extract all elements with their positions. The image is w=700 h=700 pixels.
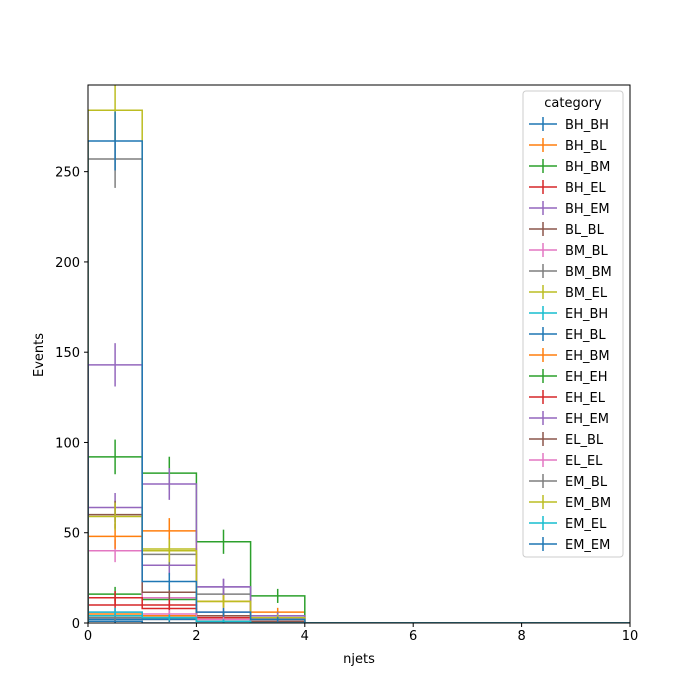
legend-label: BH_EM: [565, 202, 610, 217]
series-step-BH_BH: [88, 620, 630, 623]
legend-label: BM_BM: [565, 265, 612, 280]
plot-frame: [87, 84, 631, 624]
legend-label: EH_EL: [565, 391, 606, 406]
y-tick-label: 200: [55, 256, 80, 271]
y-tick-label: 250: [55, 166, 80, 181]
legend-label: BM_EL: [565, 286, 608, 301]
legend-entry-BL_BL: BL_BL: [529, 222, 605, 238]
legend-entry-BH_EL: BH_EL: [529, 180, 606, 196]
legend-label: BM_BL: [565, 244, 609, 259]
legend-entry-BM_EL: BM_EL: [529, 285, 608, 301]
legend-label: EH_EM: [565, 412, 609, 427]
legend-entry-BH_BL: BH_BL: [529, 138, 607, 154]
legend-entry-EH_BM: EH_BM: [529, 348, 610, 364]
legend-label: BH_BH: [565, 118, 609, 133]
legend-label: EM_EM: [565, 538, 610, 553]
series-step-EH_BL: [88, 618, 630, 623]
x-tick-label: 4: [301, 629, 309, 644]
legend-entry-BH_BM: BH_BM: [529, 159, 610, 175]
legend-entry-EL_EL: EL_EL: [529, 453, 603, 469]
legend-title: category: [544, 96, 602, 111]
legend-label: BH_BL: [565, 139, 607, 154]
legend-entry-BM_BM: BM_BM: [529, 264, 612, 280]
y-tick-label: 150: [55, 346, 80, 361]
legend-entry-EH_EH: EH_EH: [529, 369, 607, 385]
x-tick-label: 10: [622, 629, 639, 644]
legend-entry-EM_BL: EM_BL: [529, 474, 608, 490]
legend-entry-BH_EM: BH_EM: [529, 201, 610, 217]
x-tick-label: 0: [84, 629, 92, 644]
y-tick-label: 50: [63, 527, 80, 542]
legend-entry-EL_BL: EL_BL: [529, 432, 604, 448]
x-tick-label: 8: [517, 629, 525, 644]
x-tick-label: 6: [409, 629, 417, 644]
x-axis-label: njets: [343, 652, 375, 667]
legend-label: EM_BM: [565, 496, 611, 511]
plot-area: [88, 85, 630, 623]
legend-label: EL_BL: [565, 433, 604, 448]
legend-entry-BM_BL: BM_BL: [529, 243, 609, 259]
legend-label: EM_EL: [565, 517, 607, 532]
legend-label: EL_EL: [565, 454, 603, 469]
legend-label: EH_BH: [565, 307, 608, 322]
legend-entry-BH_BH: BH_BH: [529, 117, 609, 133]
legend-entry-EH_BL: EH_BL: [529, 327, 606, 343]
legend-entry-EM_EL: EM_EL: [529, 516, 607, 532]
legend-entry-EH_EL: EH_EL: [529, 390, 606, 406]
y-tick-label: 0: [72, 617, 80, 632]
series-step-EM_EL: [88, 611, 630, 623]
legend-entry-EH_BH: EH_BH: [529, 306, 608, 322]
legend-label: BH_EL: [565, 181, 606, 196]
legend-entry-EM_EM: EM_EM: [529, 537, 610, 553]
legend-label: EH_EH: [565, 370, 607, 385]
y-axis-label: Events: [32, 333, 47, 377]
legend-label: EH_BL: [565, 328, 606, 343]
legend-label: BL_BL: [565, 223, 605, 238]
y-tick-label: 100: [55, 436, 80, 451]
legend-entry-EH_EM: EH_EM: [529, 411, 609, 427]
x-tick-label: 2: [192, 629, 200, 644]
legend-entry-EM_BM: EM_BM: [529, 495, 611, 511]
legend-label: BH_BM: [565, 160, 610, 175]
legend-label: EM_BL: [565, 475, 608, 490]
legend-label: EH_BM: [565, 349, 610, 364]
legend: category BH_BH BH_BL BH_BM BH_EL BH_EM BL_BL BM…: [522, 90, 624, 558]
